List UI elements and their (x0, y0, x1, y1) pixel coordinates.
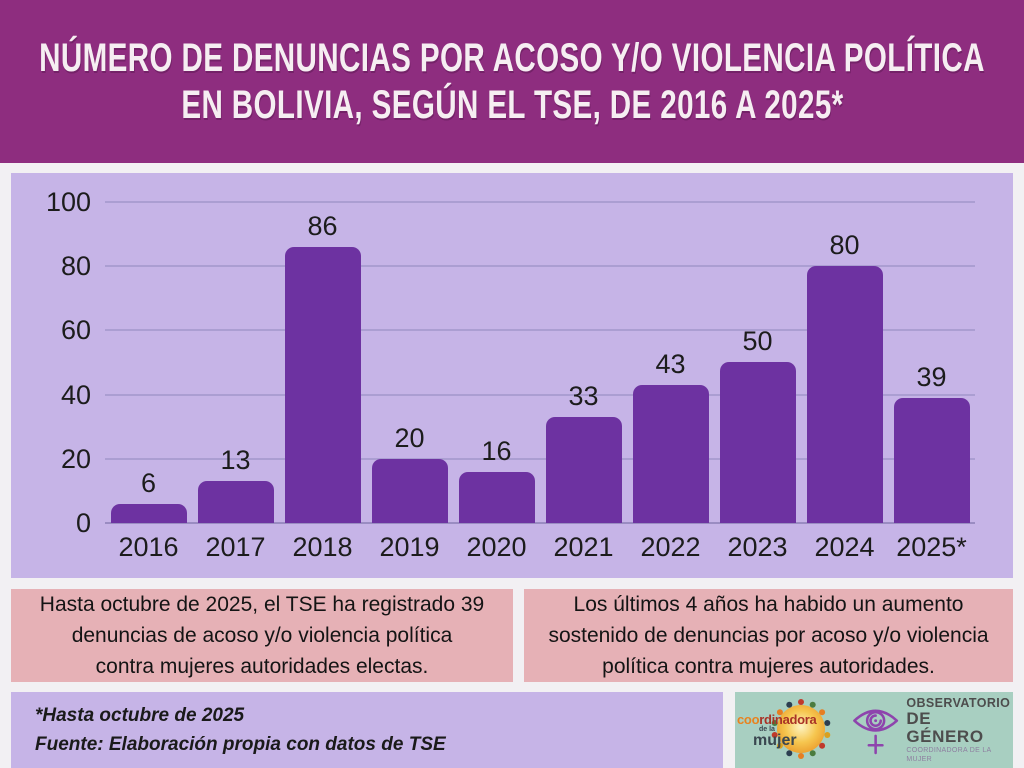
bar (806, 266, 883, 523)
footnote-box: *Hasta octubre de 2025 Fuente: Elaboraci… (11, 692, 723, 768)
coordinadora-dela-text: de la (759, 726, 775, 733)
sun-figures-icon (771, 699, 831, 759)
x-tick-label: 2021 (553, 532, 614, 562)
callout-right-line-1: Los últimos 4 años ha habido un aumento (573, 593, 964, 616)
eye-spiral-venus-icon (853, 709, 899, 755)
bar-value-label: 16 (481, 436, 512, 466)
bar (545, 417, 622, 523)
bar (719, 362, 796, 523)
bar (458, 472, 535, 523)
footnote-source: Fuente: Elaboración propia con datos de … (35, 734, 446, 755)
observatorio-title: OBSERVATORIO (906, 696, 1011, 710)
callout-right-line-2: sostenido de denuncias por acoso y/o vio… (548, 624, 989, 647)
x-tick-label: 2022 (640, 532, 701, 562)
callout-left-line-1: Hasta octubre de 2025, el TSE ha registr… (39, 593, 485, 616)
bar (893, 398, 970, 523)
y-tick-label: 40 (60, 380, 91, 410)
x-tick-label: 2020 (466, 532, 527, 562)
logo-box: coordinadora de la mujer OBSERVATORIO DE… (735, 692, 1013, 768)
footnote-asterisk: *Hasta octubre de 2025 (35, 705, 245, 726)
y-tick-label: 80 (60, 251, 91, 281)
bar-value-label: 86 (307, 211, 338, 241)
x-tick-label: 2025* (896, 532, 967, 562)
observatorio-subtitle: DE GÉNERO (906, 709, 984, 746)
gridline (105, 265, 975, 267)
bar-value-label: 43 (655, 349, 686, 379)
x-tick-label: 2017 (205, 532, 266, 562)
x-tick-label: 2019 (379, 532, 440, 562)
callout-right-line-3: política contra mujeres autoridades. (602, 655, 935, 678)
bar-value-label: 50 (742, 326, 773, 356)
y-tick-label: 60 (60, 315, 91, 345)
observatorio-genero-logo: OBSERVATORIO DE GÉNERO COORDINADORA DE L… (851, 696, 1013, 764)
header-banner: NÚMERO DE DENUNCIAS POR ACOSO Y/O VIOLEN… (0, 0, 1024, 163)
bar (110, 504, 187, 523)
gridline (105, 201, 975, 203)
bar-value-label: 13 (220, 445, 251, 475)
bar-value-label: 6 (140, 468, 157, 498)
bar (197, 481, 274, 523)
callout-left-line-2: denuncias de acoso y/o violencia polític… (71, 624, 453, 647)
observatorio-tagline: COORDINADORA DE LA MUJER (906, 747, 992, 763)
bar (284, 247, 361, 523)
y-tick-label: 0 (75, 508, 91, 538)
bar (371, 459, 448, 523)
callout-left: Hasta octubre de 2025, el TSE ha registr… (11, 589, 513, 682)
y-tick-label: 20 (60, 444, 91, 474)
x-axis-line (105, 522, 975, 524)
page-title-line-2: EN BOLIVIA, SEGÚN EL TSE, DE 2016 A 2025… (180, 82, 844, 127)
coordinadora-wordmark: coordinadora (737, 712, 817, 727)
callout-left-line-3: contra mujeres autoridades electas. (95, 655, 429, 678)
coordinadora-mujer-logo: coordinadora de la mujer (735, 697, 835, 763)
bar-value-label: 80 (829, 230, 860, 260)
x-tick-label: 2018 (292, 532, 353, 562)
x-tick-label: 2023 (727, 532, 788, 562)
bar-value-label: 39 (916, 362, 947, 392)
x-tick-label: 2024 (814, 532, 875, 562)
gridline (105, 458, 975, 460)
bar-value-label: 33 (568, 381, 599, 411)
gridline (105, 394, 975, 396)
bar (632, 385, 709, 523)
callout-right: Los últimos 4 años ha habido un aumento … (524, 589, 1013, 682)
bar-chart: 0 20 40 60 80 100 6 2016 13 2017 86 2018 20 2019 16 202… (11, 173, 1013, 578)
y-tick-label: 100 (45, 187, 91, 217)
x-tick-label: 2016 (118, 532, 179, 562)
gridline (105, 329, 975, 331)
bar-value-label: 20 (394, 423, 425, 453)
page-title-line-1: NÚMERO DE DENUNCIAS POR ACOSO Y/O VIOLEN… (39, 35, 985, 80)
coordinadora-mujer-text: mujer (753, 732, 797, 749)
